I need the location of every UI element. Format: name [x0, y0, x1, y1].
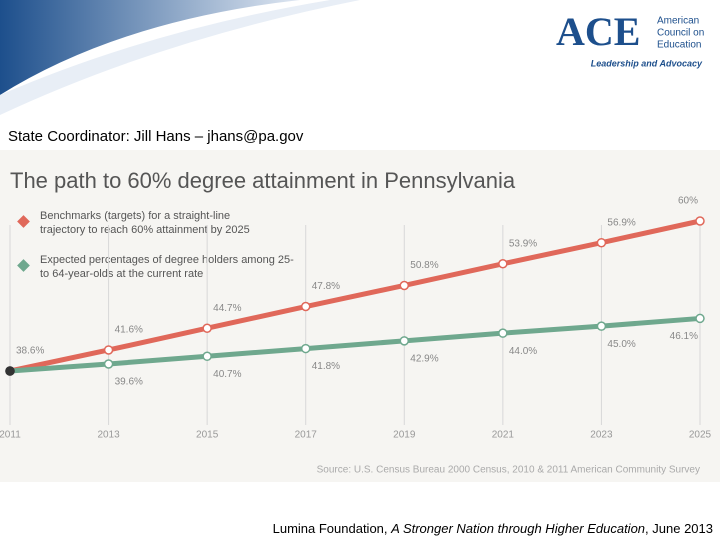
data-label: 41.8%: [312, 361, 340, 372]
data-point: [5, 366, 15, 376]
footer: Lumina Foundation, A Stronger Nation thr…: [273, 521, 713, 536]
series-line: [9, 218, 701, 374]
data-label: 53.9%: [509, 238, 537, 249]
x-tick-label: 2013: [97, 430, 120, 441]
data-label: 46.1%: [670, 331, 698, 342]
legend-label-line: trajectory to reach 60% attainment by 20…: [40, 224, 250, 236]
chart-source: Source: U.S. Census Bureau 2000 Census, …: [317, 465, 700, 476]
legend-label-line: Benchmarks (targets) for a straight-line: [40, 210, 230, 222]
header-swoosh: [0, 0, 300, 95]
data-point: [103, 345, 114, 355]
footer-text: Lumina Foundation,: [273, 521, 392, 536]
legend-label-line: Expected percentages of degree holders a…: [40, 254, 294, 266]
logo-tagline: Leadership and Advocacy: [591, 58, 703, 68]
footer-text: A Stronger Nation through Higher Educati…: [390, 521, 645, 536]
data-label: 44.0%: [509, 346, 537, 357]
data-point: [300, 301, 311, 312]
logo-org: American: [657, 16, 699, 27]
data-point: [596, 237, 607, 248]
x-tick-label: 2019: [393, 430, 416, 441]
legend-swatch: [17, 259, 30, 272]
logo-org: Education: [657, 40, 701, 51]
legend-swatch: [17, 215, 30, 228]
data-label: 44.7%: [213, 303, 241, 314]
x-tick-label: 2021: [492, 430, 515, 441]
data-point: [399, 336, 410, 346]
legend-label-line: to 64-year-olds at the current rate: [40, 268, 203, 280]
chart-title: The path to 60% degree attainment in Pen…: [10, 168, 516, 193]
data-label: 45.0%: [607, 339, 635, 350]
footer-text: , June 2013: [645, 521, 713, 536]
data-point: [695, 216, 705, 226]
data-label: 60%: [678, 196, 698, 207]
data-point: [103, 359, 114, 369]
x-tick-label: 2025: [689, 430, 712, 441]
x-tick-label: 2017: [295, 430, 318, 441]
data-point: [498, 259, 508, 269]
data-label: 39.6%: [115, 377, 143, 388]
data-label: 40.7%: [213, 369, 241, 380]
x-tick-label: 2011: [0, 430, 21, 441]
legend-label: Benchmarks (targets) for a straight-line…: [40, 210, 250, 236]
data-label: 38.6%: [16, 346, 44, 357]
data-label: 50.8%: [410, 260, 438, 271]
data-point: [498, 328, 508, 338]
x-tick-label: 2023: [590, 430, 613, 441]
legend-label: Expected percentages of degree holders a…: [40, 254, 294, 280]
coordinator: State Coordinator: Jill Hans – jhans@pa.…: [8, 128, 304, 145]
logo: ACE: [556, 9, 640, 54]
data-point: [202, 351, 212, 362]
data-label: 56.9%: [607, 217, 635, 228]
data-label: 47.8%: [312, 281, 340, 292]
data-label: 42.9%: [410, 354, 438, 365]
data-point: [202, 323, 212, 333]
data-point: [596, 321, 607, 331]
data-point: [399, 280, 410, 291]
chart-background: [0, 150, 720, 482]
x-tick-label: 2015: [196, 430, 219, 441]
data-label: 41.6%: [115, 325, 143, 336]
logo-org: Council on: [657, 28, 704, 39]
data-point: [695, 313, 705, 324]
data-point: [300, 343, 311, 354]
series-line: [9, 315, 701, 374]
